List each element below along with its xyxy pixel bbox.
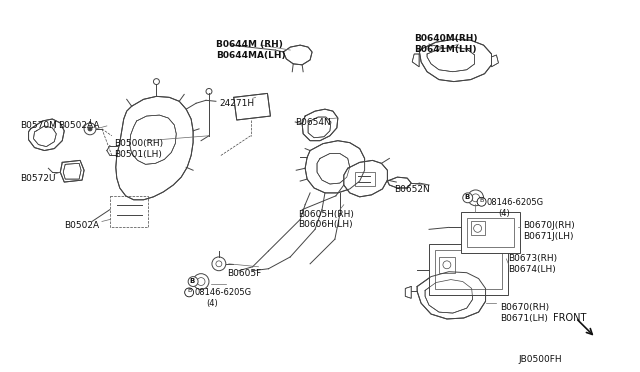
Circle shape bbox=[154, 78, 159, 84]
Bar bbox=[461, 212, 520, 253]
Text: B0606H(LH): B0606H(LH) bbox=[298, 221, 353, 230]
Text: B0605H(RH): B0605H(RH) bbox=[298, 210, 354, 219]
Polygon shape bbox=[130, 115, 176, 164]
Text: B0673(RH): B0673(RH) bbox=[508, 254, 557, 263]
Text: B: B bbox=[187, 288, 191, 294]
Text: 24271H: 24271H bbox=[219, 99, 254, 108]
Text: B0652N: B0652N bbox=[394, 185, 430, 194]
Polygon shape bbox=[425, 280, 473, 313]
Bar bbox=[439, 257, 455, 273]
Text: 08146-6205G: 08146-6205G bbox=[194, 288, 252, 298]
Text: (4): (4) bbox=[206, 299, 218, 308]
Text: B0670J(RH): B0670J(RH) bbox=[524, 221, 575, 231]
Text: B: B bbox=[189, 278, 195, 283]
Polygon shape bbox=[405, 286, 412, 298]
Circle shape bbox=[193, 274, 209, 289]
Circle shape bbox=[477, 197, 486, 206]
Bar bbox=[355, 172, 374, 186]
Polygon shape bbox=[234, 93, 271, 120]
Polygon shape bbox=[344, 160, 387, 197]
Polygon shape bbox=[419, 39, 492, 81]
Text: B0640M(RH): B0640M(RH) bbox=[414, 34, 477, 43]
Circle shape bbox=[206, 89, 212, 94]
Text: B0671(LH): B0671(LH) bbox=[500, 314, 548, 323]
Bar bbox=[110, 196, 147, 227]
Polygon shape bbox=[317, 154, 349, 184]
Text: B0644MA(LH): B0644MA(LH) bbox=[216, 51, 285, 60]
Polygon shape bbox=[29, 119, 64, 151]
Bar bbox=[470, 221, 484, 235]
Circle shape bbox=[216, 261, 222, 267]
Polygon shape bbox=[63, 163, 81, 179]
Text: FRONT: FRONT bbox=[553, 313, 586, 323]
Text: B0570M: B0570M bbox=[20, 121, 58, 130]
Polygon shape bbox=[302, 109, 338, 141]
Bar bbox=[429, 244, 508, 295]
Polygon shape bbox=[412, 54, 419, 67]
Text: JB0500FH: JB0500FH bbox=[518, 355, 562, 365]
Text: B0605F: B0605F bbox=[227, 269, 261, 278]
Circle shape bbox=[212, 257, 226, 271]
Polygon shape bbox=[492, 55, 499, 67]
Text: B0572U: B0572U bbox=[20, 174, 56, 183]
Text: B0641M(LH): B0641M(LH) bbox=[414, 45, 477, 54]
Circle shape bbox=[84, 123, 96, 135]
Text: B: B bbox=[479, 198, 484, 203]
Text: B0501(LH): B0501(LH) bbox=[114, 150, 162, 158]
Polygon shape bbox=[33, 126, 56, 147]
Polygon shape bbox=[60, 160, 84, 182]
Polygon shape bbox=[417, 272, 486, 319]
Text: B0674(LH): B0674(LH) bbox=[508, 265, 556, 274]
Polygon shape bbox=[387, 177, 412, 188]
Polygon shape bbox=[116, 96, 193, 200]
Bar bbox=[435, 250, 502, 289]
Text: B0671J(LH): B0671J(LH) bbox=[524, 232, 573, 241]
Text: B: B bbox=[464, 194, 469, 200]
Circle shape bbox=[443, 261, 451, 269]
Text: B0670(RH): B0670(RH) bbox=[500, 303, 550, 312]
Text: B0502A: B0502A bbox=[64, 221, 99, 231]
Text: B0654N: B0654N bbox=[295, 118, 331, 127]
Polygon shape bbox=[308, 117, 331, 138]
Bar bbox=[467, 218, 515, 247]
Circle shape bbox=[472, 194, 479, 202]
Polygon shape bbox=[305, 141, 365, 193]
Polygon shape bbox=[427, 47, 475, 72]
Circle shape bbox=[88, 127, 92, 131]
Circle shape bbox=[463, 193, 473, 203]
Text: B0502AA: B0502AA bbox=[58, 121, 100, 130]
Circle shape bbox=[197, 278, 205, 285]
Text: B0644M (RH): B0644M (RH) bbox=[216, 40, 283, 49]
Text: 08146-6205G: 08146-6205G bbox=[486, 198, 543, 207]
Polygon shape bbox=[284, 45, 312, 65]
Text: (4): (4) bbox=[499, 209, 510, 218]
Circle shape bbox=[185, 288, 194, 297]
Circle shape bbox=[474, 224, 481, 232]
Text: B0500(RH): B0500(RH) bbox=[114, 139, 163, 148]
Circle shape bbox=[468, 190, 484, 206]
Circle shape bbox=[188, 277, 198, 286]
